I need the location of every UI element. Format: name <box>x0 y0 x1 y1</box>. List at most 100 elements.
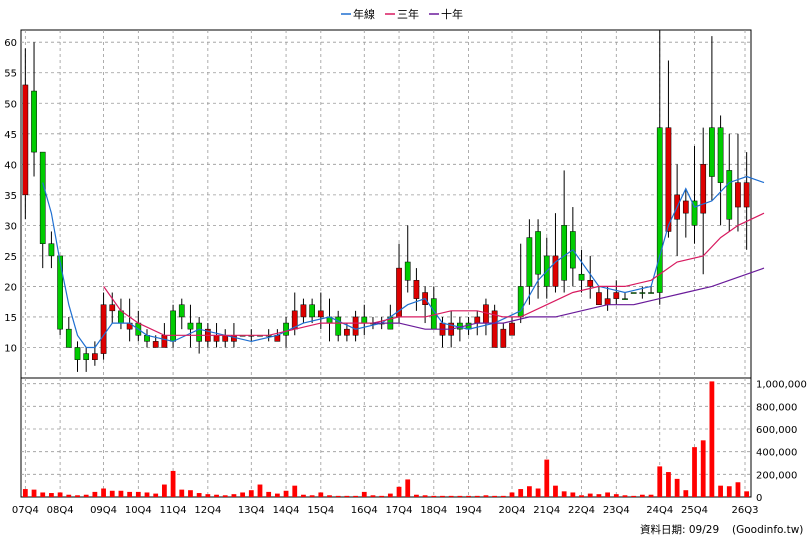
volume-bar <box>162 484 167 497</box>
x-tick-label: 22Q4 <box>568 505 595 516</box>
price-tick-label: 50 <box>4 99 17 110</box>
legend: 年線 三年 十年 <box>341 7 463 21</box>
x-tick-label: 13Q4 <box>238 505 265 516</box>
volume-bar <box>40 492 46 497</box>
volume-bar <box>596 494 602 497</box>
volume-bar <box>500 495 506 497</box>
grid <box>21 30 751 497</box>
volume-bar <box>222 495 228 497</box>
data-date: 資料日期: 09/29 <box>640 523 719 536</box>
legend-label: 三年 <box>397 7 419 21</box>
volume-bar <box>422 495 428 497</box>
candle-body <box>491 310 498 348</box>
volume-bar <box>379 495 385 497</box>
volume-bar <box>344 495 350 497</box>
volume-bar <box>657 466 663 497</box>
candle-body <box>161 335 168 348</box>
price-tick-label: 55 <box>4 69 17 80</box>
volume-bar <box>605 492 610 497</box>
volume-bar <box>188 490 193 497</box>
candle-body <box>665 127 672 232</box>
volume-bar <box>718 485 723 497</box>
volume-bar <box>231 494 237 497</box>
volume-bar <box>83 494 89 497</box>
candle-body <box>552 255 559 287</box>
candle-body <box>613 292 620 299</box>
candle-body <box>196 322 203 342</box>
candle-body <box>500 328 507 348</box>
candle-body <box>509 322 515 336</box>
volume-bar <box>170 470 176 497</box>
moving-average-lines <box>42 175 765 349</box>
volume-bar <box>700 440 706 497</box>
volume-bar <box>205 494 211 497</box>
price-tick-label: 40 <box>4 160 17 171</box>
volume-bar <box>535 488 541 497</box>
candle-body <box>335 316 342 336</box>
volume-bar <box>553 485 558 497</box>
volume-bar <box>527 486 532 497</box>
volume-bar <box>109 490 115 497</box>
x-tick-label: 19Q4 <box>455 505 482 516</box>
candle-body <box>517 286 524 318</box>
volume-bar <box>66 494 72 497</box>
x-axis: 07Q4 08Q4 09Q4 10Q4 11Q4 12Q4 13Q4 14Q4 15Q4 16Q4… <box>12 505 759 516</box>
candle-body <box>630 292 637 294</box>
candle-body <box>587 280 594 287</box>
volume-bar <box>440 495 445 497</box>
candle-body <box>109 304 116 312</box>
candle-body <box>474 316 481 324</box>
x-tick-label: 21Q4 <box>533 505 560 516</box>
volume-bar <box>292 485 298 497</box>
volume-bar <box>448 495 454 497</box>
series-line-1 <box>103 212 765 336</box>
volume-bar <box>518 489 524 497</box>
x-tick-label: 16Q4 <box>351 505 378 516</box>
volume-bar <box>274 493 280 497</box>
x-tick-label: 20Q4 <box>499 505 526 516</box>
x-tick-label: 17Q4 <box>386 505 413 516</box>
volume-bar <box>466 495 471 497</box>
volume-bar <box>561 491 567 497</box>
candle-body <box>317 310 324 318</box>
candle-body <box>344 328 350 336</box>
candle-body <box>648 292 654 294</box>
candle-body <box>74 347 81 360</box>
candle-body <box>691 200 698 226</box>
candle-body <box>300 304 307 318</box>
volume-bar <box>613 494 619 497</box>
x-tick-label: 12Q4 <box>194 505 221 516</box>
candle-body <box>735 182 741 208</box>
volume-bar <box>301 494 306 497</box>
candle-body <box>83 353 90 360</box>
volume-bar <box>674 478 680 497</box>
series-line-0 <box>42 175 765 349</box>
volume-bar <box>631 495 637 497</box>
volume-bar <box>179 489 185 497</box>
legend-label: 年線 <box>353 7 375 21</box>
volume-bar <box>692 447 697 497</box>
volume-bar <box>587 493 593 497</box>
candle-body <box>639 292 646 294</box>
candle-body <box>404 261 411 281</box>
volume-bar <box>431 495 437 497</box>
volume-bars <box>22 381 750 497</box>
volume-bar <box>639 494 645 497</box>
candle-body <box>709 127 715 177</box>
candle-body <box>178 304 185 318</box>
candle-body <box>100 304 107 354</box>
candle-body <box>483 304 489 324</box>
volume-bar <box>735 482 741 497</box>
volume-y-axis: 0 200,000 400,000 600,000 800,000 1,000,000 <box>756 380 807 504</box>
candle-body <box>92 353 98 360</box>
candle-body <box>31 90 37 153</box>
candle-body <box>413 280 420 299</box>
price-tick-label: 20 <box>4 282 17 293</box>
volume-bar <box>335 495 341 497</box>
candle-body <box>213 335 220 342</box>
candle-body <box>57 255 63 330</box>
volume-bar <box>283 490 289 497</box>
volume-bar <box>579 495 584 497</box>
